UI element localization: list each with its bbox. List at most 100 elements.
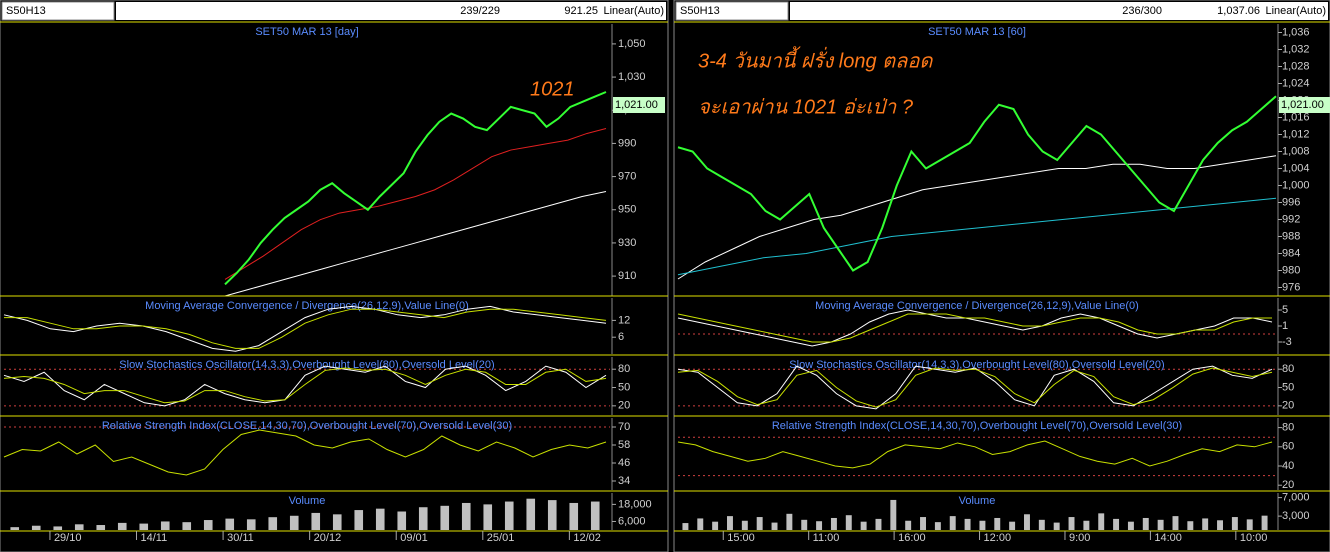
header-box [790,2,1328,20]
indicator-title: Relative Strength Index(CLOSE,14,30,70),… [772,420,1182,432]
volume-bar [139,523,149,530]
symbol[interactable]: S50H13 [680,5,720,17]
y-tick-label: 40 [1282,460,1294,472]
volume-bar [830,517,837,530]
volume-bar [74,524,84,530]
x-tick-label: 09/01 [400,532,428,544]
annotation: 1021 [530,78,575,100]
y-tick-label: 5 [1282,304,1288,316]
volume-bar [547,500,557,530]
x-tick-label: 25/01 [487,532,515,544]
indicator-line [677,367,1273,408]
volume-bar [289,515,299,530]
volume-bar [1187,521,1194,530]
volume-bar [1246,519,1253,530]
price-tag-label: 1,021.00 [615,99,658,111]
volume-bar [182,522,192,530]
volume-bar [397,511,407,530]
indicator-title: Moving Average Convergence / Divergence(… [145,300,469,312]
y-tick-label: 1,004 [1282,162,1310,174]
volume-bar [96,525,106,530]
y-tick-label: 1,032 [1282,43,1310,55]
x-tick-label: 9:00 [1069,532,1090,544]
y-tick-label: 50 [1282,381,1294,393]
volume-bar [1113,518,1120,530]
y-tick-label: 3,000 [1282,510,1310,522]
scale-mode[interactable]: Linear(Auto) [603,5,664,17]
y-tick-label: 7,000 [1282,492,1310,504]
volume-bar [1053,522,1060,530]
volume-bar [246,519,256,530]
y-tick-label: 20 [1282,400,1294,412]
x-tick-label: 30/11 [227,532,254,544]
volume-bar [526,498,536,530]
y-tick-label: 80 [1282,363,1294,375]
y-tick-label: 50 [618,381,630,393]
y-tick-label: 970 [618,170,636,182]
price-tag-label: 1,021.00 [1281,99,1324,111]
y-tick-label: 996 [1282,196,1300,208]
y-tick-label: 930 [618,237,636,249]
volume-bar [1024,514,1030,530]
y-tick-label: 1 [1282,320,1288,332]
volume-bar [375,508,385,530]
indicator-line [677,440,1273,469]
annotation: จะเอาผ่าน 1021 อ่ะเป่า ? [698,96,914,118]
volume-bar [727,516,733,530]
y-tick-label: 988 [1282,230,1300,242]
volume-bar [741,520,748,530]
indicator-line [677,309,1273,347]
volume-bar [10,527,20,530]
price-tag [1279,97,1330,113]
panel-bg [673,0,1330,552]
volume-bar [1009,521,1016,530]
y-tick-label: 6 [618,331,624,343]
scale-mode[interactable]: Linear(Auto) [1265,5,1326,17]
last-price: 1,037.06 [1217,5,1260,17]
x-tick-label: 12:00 [984,532,1012,544]
y-tick-label: 18,000 [618,498,652,510]
volume-bar [1038,519,1045,530]
volume-bar [268,517,278,530]
volume-bar [461,502,471,530]
bar-count: 236/300 [1122,5,1162,17]
indicator-line [224,91,607,286]
indicator-title: Slow Stochastics Oscillator(14,3,3),Over… [119,359,494,371]
indicator-title: Moving Average Convergence / Divergence(… [815,300,1139,312]
last-price: 921.25 [564,5,598,17]
y-tick-label: 1,000 [1282,179,1310,191]
y-tick-label: 46 [618,457,630,469]
y-tick-label: 20 [618,400,630,412]
volume-bar [160,521,170,530]
volume-bar [332,514,342,530]
volume-bar [756,517,763,530]
volume-bar [786,513,793,530]
volume-bar [801,519,808,530]
volume-bar [682,523,689,530]
symbol-box[interactable] [675,1,789,21]
y-tick-label: 1,030 [618,71,646,83]
x-tick-label: 11:00 [813,532,840,544]
volume-bar [1142,517,1149,530]
volume-bar [311,512,321,530]
volume-bar [964,518,971,530]
y-tick-label: 80 [1282,422,1294,434]
y-tick-label: 58 [618,439,630,451]
symbol[interactable]: S50H13 [6,5,46,17]
symbol-box[interactable] [1,1,115,21]
indicator-title: Slow Stochastics Oscillator(14,3,3),Over… [789,359,1164,371]
y-tick-label: 80 [618,363,630,375]
volume-bar [1127,521,1134,530]
volume-bar [890,499,897,530]
chart-title: SET50 MAR 13 [60] [928,26,1026,38]
y-tick-label: 950 [618,204,636,216]
annotation: 3-4 วันมานี้ ฝรั่ง long ตลอด [698,45,933,72]
indicator-line [3,367,607,404]
y-tick-label: 976 [1282,281,1300,293]
indicator-line [224,128,607,280]
indicator-title: Relative Strength Index(CLOSE,14,30,70),… [102,420,512,432]
x-tick-label: 14:00 [1154,532,1182,544]
y-tick-label: 6,000 [618,515,646,527]
volume-bar [771,522,778,530]
